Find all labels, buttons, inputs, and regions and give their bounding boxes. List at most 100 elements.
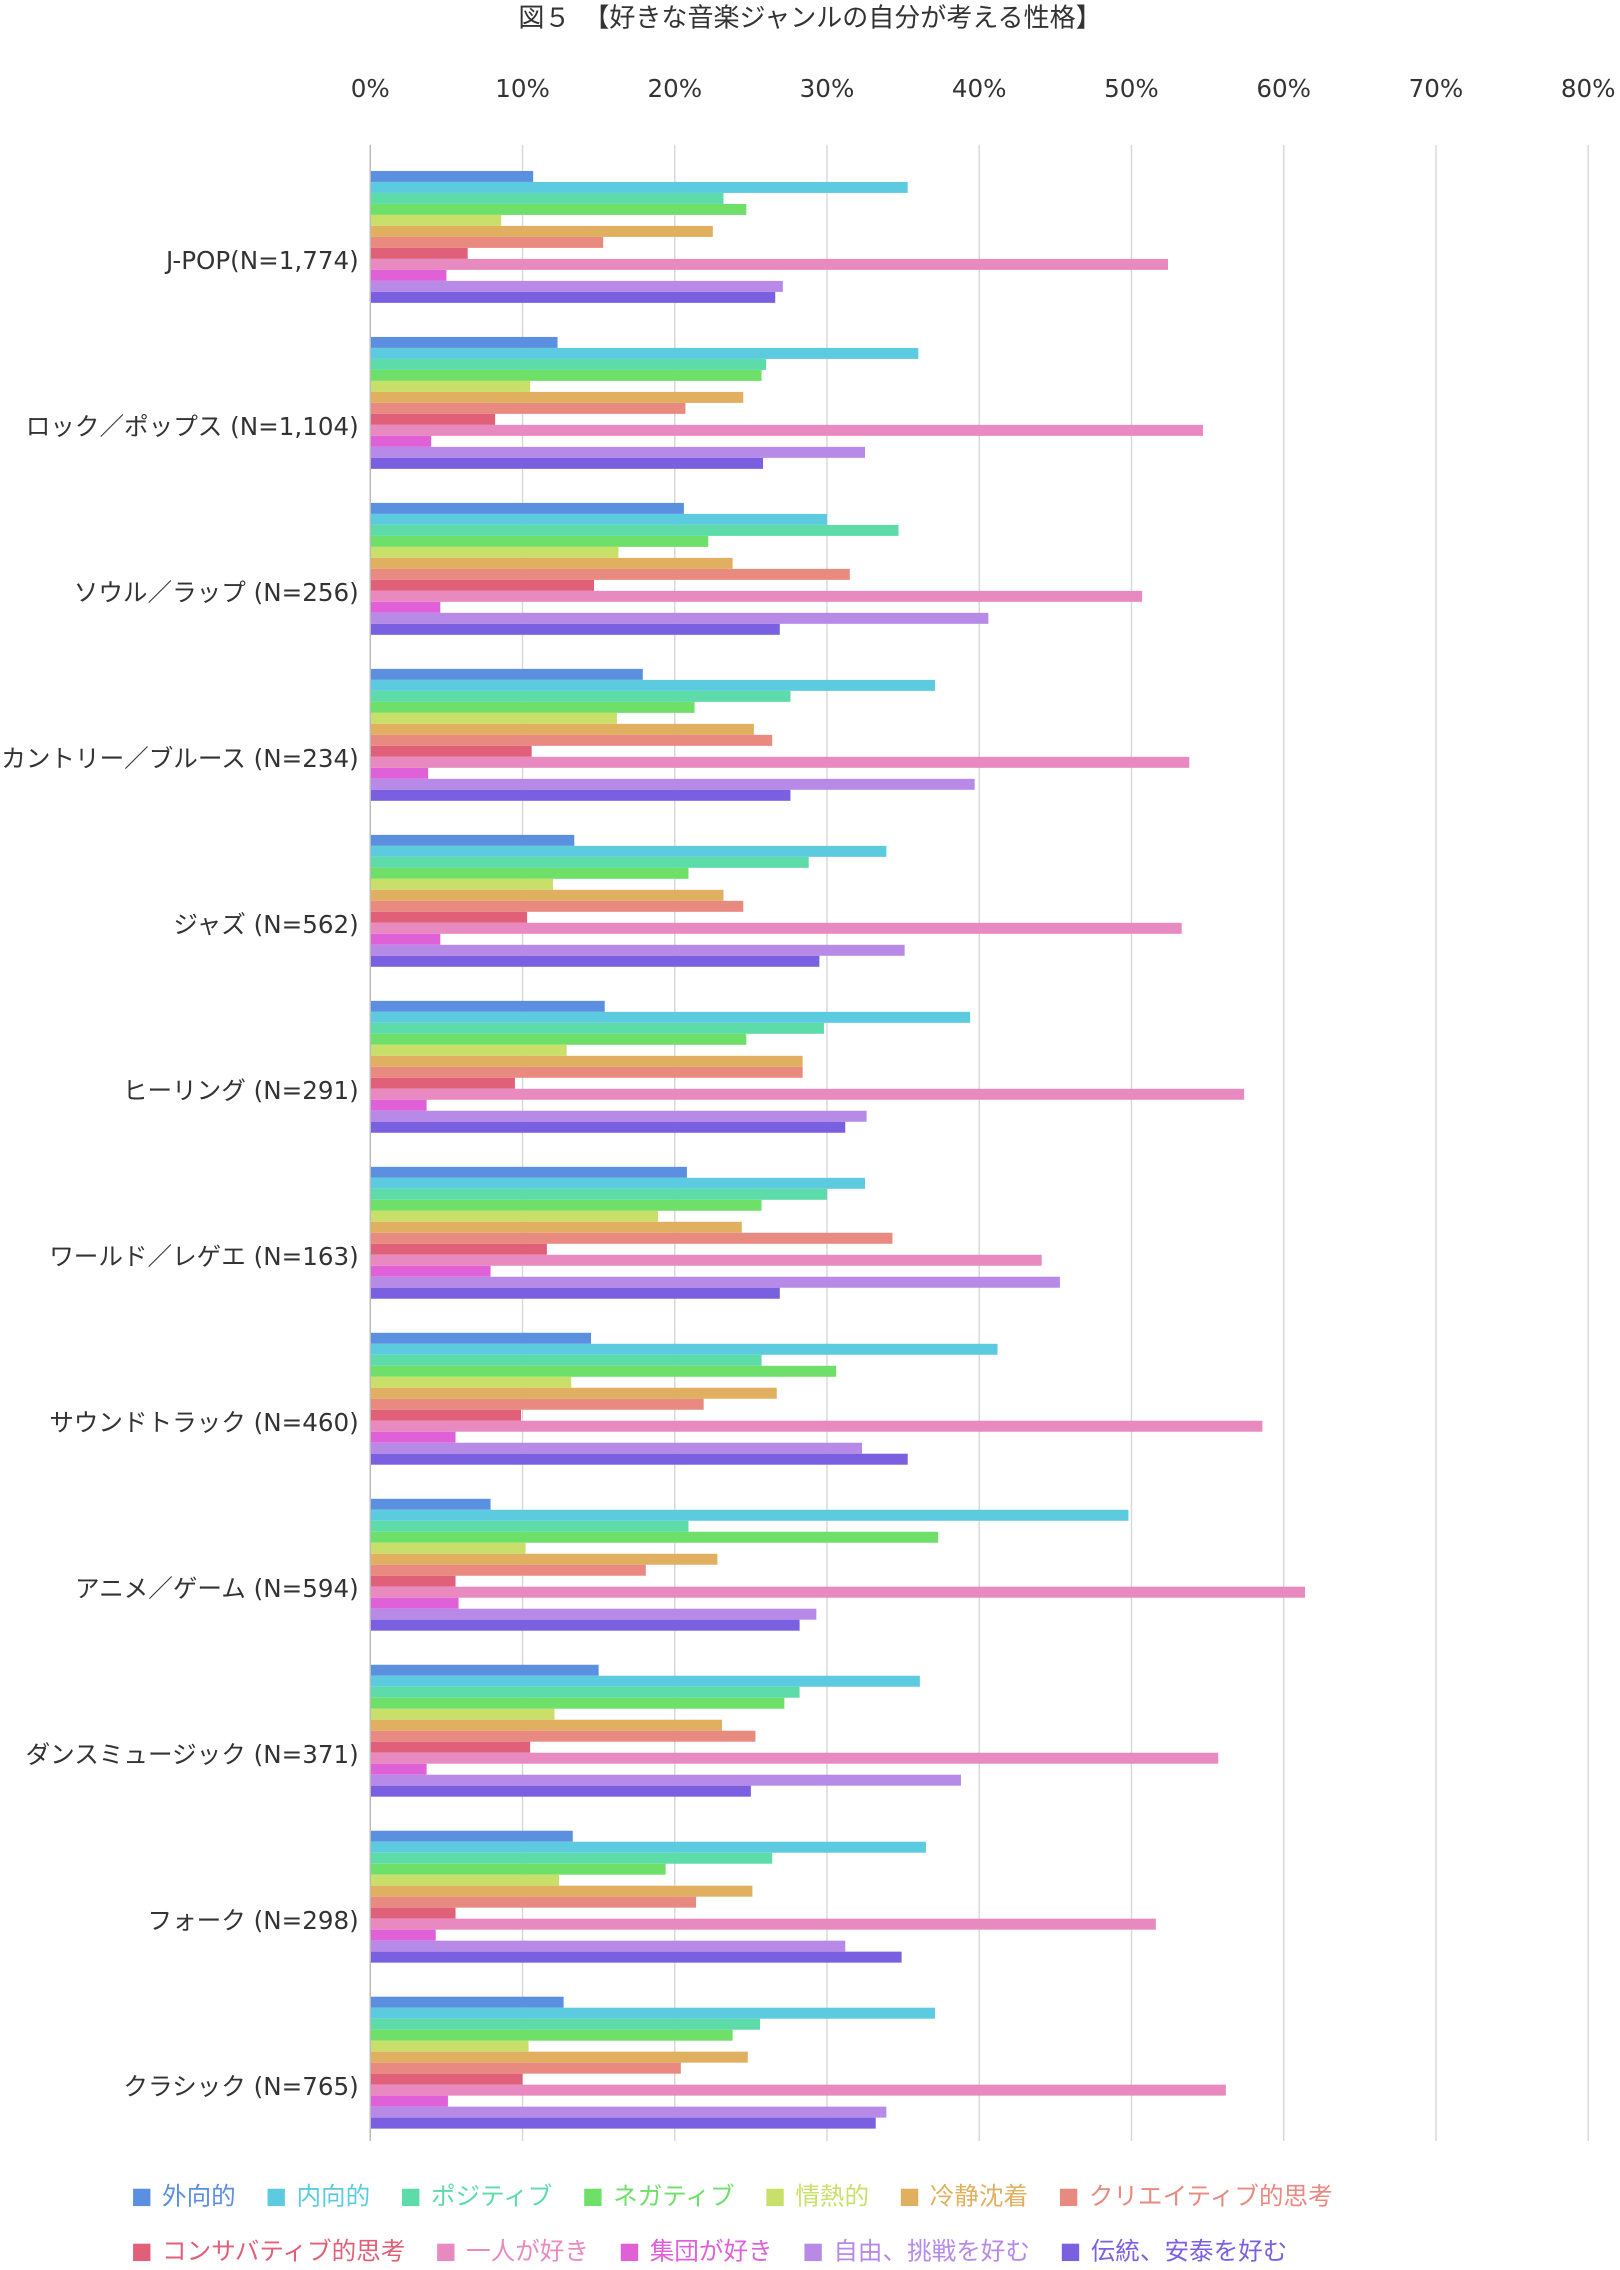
legend-label: クリエイティブ的思考: [1089, 2181, 1333, 2210]
bar: [370, 856, 809, 868]
bar: [370, 1575, 456, 1587]
bar: [370, 1431, 456, 1443]
legend-label: 伝統、安泰を好む: [1091, 2236, 1288, 2265]
bar: [370, 723, 754, 735]
bar: [370, 767, 429, 779]
x-tick-label: 50%: [1104, 74, 1159, 103]
bar: [370, 590, 1143, 602]
legend-label: ネガティブ: [613, 2181, 734, 2210]
bar: [370, 944, 905, 956]
bar: [370, 601, 441, 613]
bar: [370, 1531, 939, 1543]
bar: [370, 1774, 961, 1786]
bar: [370, 1254, 1042, 1266]
bar: [370, 1110, 867, 1122]
bar: [370, 1022, 824, 1034]
legend-label: 冷静沈着: [930, 2181, 1028, 2210]
bar: [370, 679, 936, 691]
bar: [370, 1520, 689, 1532]
legend-label: 情熱的: [795, 2181, 869, 2210]
bar: [370, 214, 502, 226]
bar: [370, 181, 908, 193]
category-label: ジャズ (N=562): [173, 910, 358, 939]
legend-swatch: [133, 2243, 151, 2262]
bar: [370, 1409, 521, 1421]
category-label: クラシック (N=765): [123, 2072, 358, 2101]
bar: [370, 867, 689, 879]
bar: [370, 1276, 1060, 1288]
bar: [370, 612, 989, 624]
bar: [370, 535, 709, 547]
x-tick-label: 10%: [495, 74, 550, 103]
bar: [370, 1221, 742, 1233]
bar: [370, 502, 684, 514]
bar: [370, 203, 747, 215]
legend-label: ポジティブ: [431, 2181, 552, 2210]
bar: [370, 745, 532, 757]
bar: [370, 911, 528, 923]
bar: [370, 347, 919, 359]
category-label: ソウル／ラップ (N=256): [74, 578, 359, 607]
bar: [370, 1365, 837, 1377]
bar: [370, 955, 820, 967]
bar: [370, 2029, 733, 2041]
legend-swatch: [267, 2188, 285, 2207]
bar: [370, 933, 441, 945]
bar: [370, 2106, 887, 2118]
bar: [370, 424, 1204, 436]
bar: [370, 789, 791, 801]
bar: [370, 1166, 687, 1178]
bar: [370, 845, 887, 857]
bar: [370, 2040, 529, 2052]
bar: [370, 2018, 761, 2030]
bar: [370, 668, 643, 680]
bar: [370, 1442, 863, 1454]
bar: [370, 546, 619, 558]
bar: [370, 369, 762, 381]
bar: [370, 1354, 762, 1366]
bar: [370, 1210, 659, 1222]
bar: [370, 1852, 773, 1864]
bar: [370, 579, 595, 591]
legend-swatch: [804, 2243, 822, 2262]
bar: [370, 1874, 560, 1886]
bar: [370, 2084, 1226, 2096]
bar: [370, 1121, 846, 1133]
bar: [370, 1188, 827, 1200]
bar: [370, 1243, 547, 1255]
bar: [370, 1199, 762, 1211]
bar: [370, 834, 575, 846]
bar: [370, 1398, 704, 1410]
bar: [370, 402, 686, 414]
x-tick-label: 40%: [952, 74, 1007, 103]
legend-label: 集団が好き: [650, 2236, 773, 2265]
x-tick-label: 70%: [1409, 74, 1464, 103]
bar: [370, 1564, 646, 1576]
bar: [370, 1885, 753, 1897]
x-tick-label: 0%: [351, 74, 390, 103]
bar: [370, 1387, 777, 1399]
category-label: ヒーリング (N=291): [123, 1076, 359, 1105]
bar: [370, 1719, 722, 1731]
x-tick-label: 60%: [1256, 74, 1311, 103]
bar: [370, 1686, 800, 1698]
bar: [370, 1907, 456, 1919]
bar: [370, 2051, 748, 2063]
bar: [370, 247, 468, 259]
bar: [370, 358, 767, 370]
category-label: アニメ／ゲーム (N=594): [75, 1574, 359, 1603]
bar: [370, 236, 604, 248]
bar: [370, 1763, 427, 1775]
bar: [370, 778, 975, 790]
bar: [370, 1553, 718, 1565]
bar: [370, 1929, 436, 1941]
category-label: カントリー／ブルース (N=234): [1, 744, 358, 773]
bar: [370, 1951, 902, 1963]
bar: [370, 1697, 785, 1709]
bar: [370, 568, 850, 580]
x-tick-label: 30%: [800, 74, 855, 103]
bar: [370, 1509, 1129, 1521]
category-label: フォーク (N=298): [148, 1906, 359, 1935]
bar: [370, 734, 773, 746]
bar: [370, 1099, 427, 1111]
